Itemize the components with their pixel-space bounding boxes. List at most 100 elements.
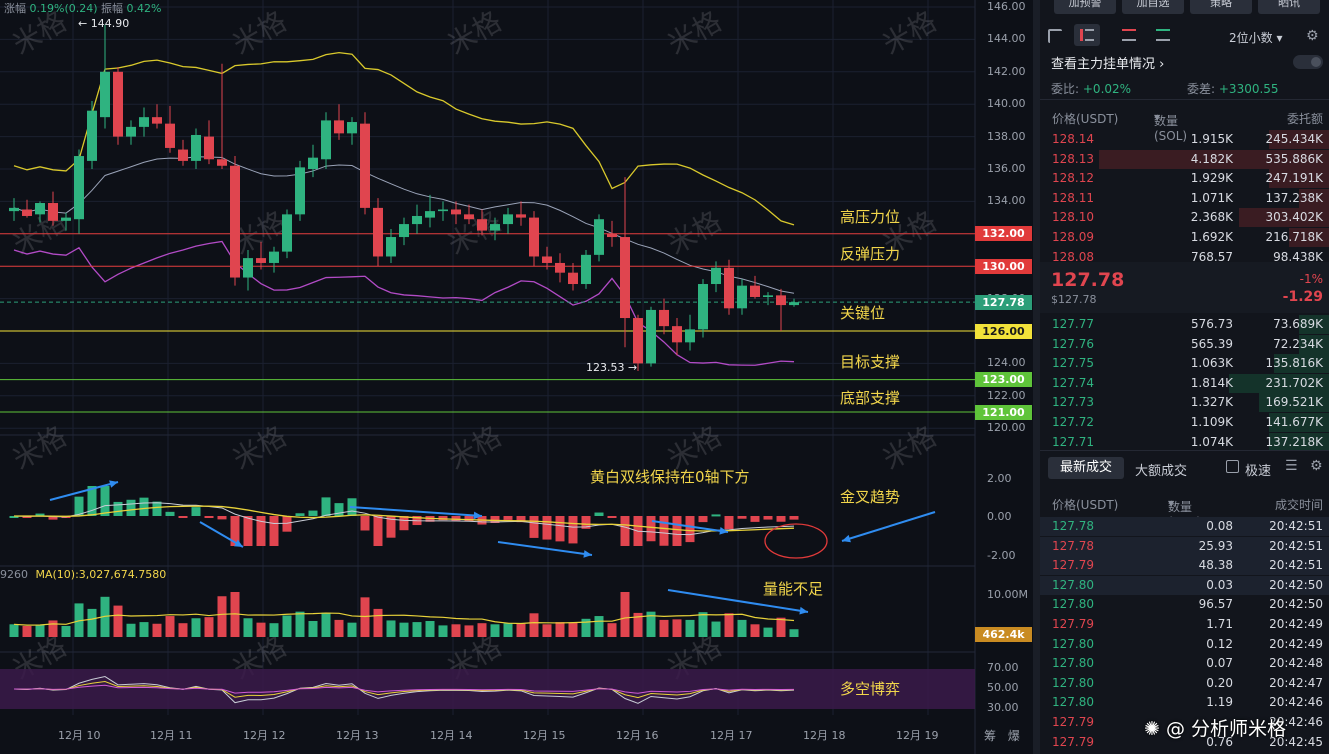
trade-row[interactable]: 127.80 0.07 20:42:48 — [1040, 654, 1329, 674]
macd-bar — [256, 516, 266, 546]
row-total: 72.234K — [1273, 336, 1323, 351]
depth-bar — [1299, 334, 1329, 354]
bid-row[interactable]: 127.71 1.074K 137.218K — [1040, 432, 1329, 453]
macd-bar — [607, 516, 617, 518]
ask-row[interactable]: 128.12 1.929K 247.191K — [1040, 169, 1329, 189]
watchlist-button[interactable]: 加自选 — [1122, 0, 1184, 14]
settings-icon[interactable]: ⚙ — [1306, 28, 1319, 44]
burst-label[interactable]: 爆 — [1007, 729, 1020, 743]
row-price: 127.74 — [1052, 375, 1094, 390]
candle-body — [61, 217, 71, 221]
trade-row[interactable]: 127.79 1.71 20:42:49 — [1040, 615, 1329, 635]
settings-icon-trades[interactable]: ⚙ — [1310, 458, 1323, 474]
volume-bar — [126, 623, 136, 637]
volume-bar — [776, 617, 786, 637]
volume-bar — [191, 618, 201, 637]
bid-row[interactable]: 127.73 1.327K 169.521K — [1040, 393, 1329, 413]
filter-icon[interactable]: ☰ — [1285, 458, 1298, 474]
trade-row[interactable]: 127.80 1.19 20:42:46 — [1040, 693, 1329, 713]
trade-row[interactable]: 127.79 48.38 20:42:51 — [1040, 556, 1329, 576]
trade-row[interactable]: 127.80 0.03 20:42:50 — [1040, 575, 1329, 596]
ask-row[interactable]: 128.08 768.57 98.438K — [1040, 248, 1329, 268]
trades-tabs: 最新成交 大额成交 极速 ☰ ⚙ — [1040, 450, 1329, 485]
volume-bar — [685, 619, 695, 637]
x-tick: 12月 15 — [523, 729, 566, 742]
trade-row[interactable]: 127.80 0.20 20:42:47 — [1040, 674, 1329, 694]
macd-bar — [568, 516, 578, 544]
ask-row[interactable]: 128.09 1.692K 216.718K — [1040, 228, 1329, 248]
view-bids-icon[interactable] — [1156, 29, 1170, 41]
x-tick: 12月 10 — [58, 729, 101, 742]
alert-button[interactable]: 加预警 — [1054, 0, 1116, 14]
row-total: 20:42:49 — [1269, 617, 1323, 631]
row-price: 128.12 — [1052, 171, 1094, 186]
macd-bar — [672, 516, 682, 546]
candle-body — [178, 149, 188, 161]
trade-row[interactable]: 127.80 96.57 20:42:50 — [1040, 595, 1329, 615]
layout-icon[interactable] — [1048, 29, 1062, 43]
candle-body — [737, 285, 747, 309]
watermark-text: 米格 — [227, 4, 292, 61]
macd-bar — [646, 516, 656, 542]
last-price-usd: $127.78 — [1051, 293, 1097, 306]
row-qty: 1.929K — [1190, 171, 1233, 186]
row-price: 127.79 — [1052, 734, 1094, 749]
trades-col-qty[interactable]: 数量(SOL) ▾ — [1168, 496, 1201, 529]
volume-bar — [659, 619, 669, 637]
candle-body — [646, 309, 656, 364]
trade-row[interactable]: 127.78 0.08 20:42:51 — [1040, 517, 1329, 537]
price-tag: 132.00 — [975, 226, 1032, 242]
bid-row[interactable]: 127.77 576.73 73.689K — [1040, 315, 1329, 335]
ask-row[interactable]: 128.10 2.368K 303.402K — [1040, 208, 1329, 228]
bollinger-bands — [13, 51, 795, 366]
middle-band — [13, 156, 795, 294]
tab-latest-trades[interactable]: 最新成交 — [1048, 457, 1124, 479]
depth-bar — [1269, 130, 1329, 149]
col-qty[interactable]: 数量 (SOL) ▾ — [1154, 110, 1188, 143]
view-asks-icon[interactable] — [1122, 29, 1136, 41]
row-total: 20:42:46 — [1269, 695, 1323, 710]
annotation-arrow — [841, 511, 936, 542]
panel-divider[interactable] — [1033, 0, 1040, 754]
volume-bar — [633, 612, 643, 637]
main-force-link[interactable]: 查看主力挂单情况 › — [1051, 57, 1165, 72]
main-force-toggle[interactable] — [1293, 55, 1323, 69]
bid-row[interactable]: 127.74 1.814K 231.702K — [1040, 373, 1329, 394]
ask-row[interactable]: 128.13 4.182K 535.886K — [1040, 149, 1329, 170]
macd-bar — [386, 516, 396, 538]
volume-bar — [516, 623, 526, 637]
orderbook-view-both[interactable] — [1074, 24, 1100, 46]
annot-target-support: 目标支撑 — [840, 353, 901, 371]
macd-bar — [178, 516, 188, 518]
bid-row[interactable]: 127.72 1.109K 141.677K — [1040, 413, 1329, 433]
bid-row[interactable]: 127.76 565.39 72.234K — [1040, 334, 1329, 355]
col-total: 委托额 — [1286, 112, 1323, 126]
row-total: 98.438K — [1273, 249, 1323, 264]
precision-select[interactable]: 2位小数 ▾ — [1229, 31, 1283, 45]
trade-row[interactable]: 127.79 20:42:46 — [1040, 713, 1329, 733]
news-button[interactable]: 晒讯 — [1258, 0, 1320, 14]
y-tick: 142.00 — [987, 64, 1026, 78]
fast-checkbox[interactable] — [1226, 460, 1239, 473]
row-price: 128.13 — [1052, 151, 1094, 166]
bid-row[interactable]: 127.75 1.063K 135.816K — [1040, 354, 1329, 374]
macd-indicator — [9, 486, 828, 559]
ask-row[interactable]: 128.11 1.071K 137.238K — [1040, 188, 1329, 209]
weicha-value: +3300.55 — [1218, 82, 1279, 96]
fast-label: 极速 — [1245, 464, 1272, 479]
trade-row[interactable]: 127.80 0.12 20:42:49 — [1040, 635, 1329, 655]
weicha-label: 委差: — [1187, 82, 1216, 96]
macd-bar — [334, 503, 344, 516]
trade-row[interactable]: 127.78 25.93 20:42:51 — [1040, 536, 1329, 557]
row-qty: 1.074K — [1190, 434, 1233, 449]
ask-row[interactable]: 128.14 1.915K 245.434K — [1040, 130, 1329, 150]
chip-label[interactable]: 筹 — [984, 729, 997, 743]
strategy-button[interactable]: 策略 — [1190, 0, 1252, 14]
chart-area[interactable]: 米格 米格 米格 米格 米格 米格 米格 米格 米格 米格 米格 米格 米格 米格 米格 米格 米格 米格 米格 涨… — [0, 0, 1033, 754]
level-lines — [0, 233, 975, 413]
x-axis-right-labels[interactable]: 筹 爆 — [984, 727, 1020, 744]
x-tick: 12月 19 — [896, 729, 939, 742]
trade-row[interactable]: 127.79 0.76 20:42:45 — [1040, 733, 1329, 753]
tab-large-trades[interactable]: 大额成交 — [1135, 464, 1188, 479]
